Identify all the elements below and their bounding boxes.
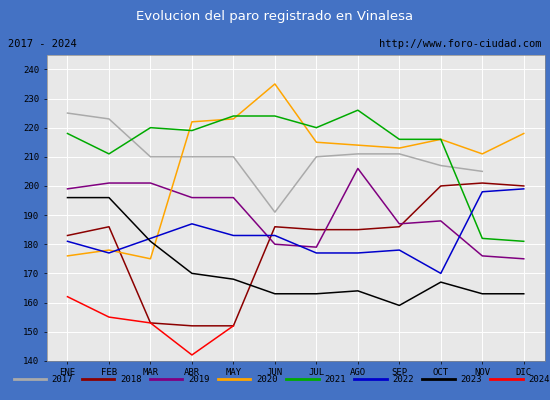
Text: 2017 - 2024: 2017 - 2024 [8,39,77,49]
Text: 2023: 2023 [460,374,482,384]
Text: 2020: 2020 [256,374,277,384]
Text: 2019: 2019 [188,374,210,384]
Text: 2022: 2022 [392,374,414,384]
Text: Evolucion del paro registrado en Vinalesa: Evolucion del paro registrado en Vinales… [136,10,414,23]
Text: 2018: 2018 [120,374,141,384]
Text: 2021: 2021 [324,374,345,384]
Text: http://www.foro-ciudad.com: http://www.foro-ciudad.com [379,39,542,49]
Text: 2024: 2024 [528,374,549,384]
Text: 2017: 2017 [52,374,73,384]
